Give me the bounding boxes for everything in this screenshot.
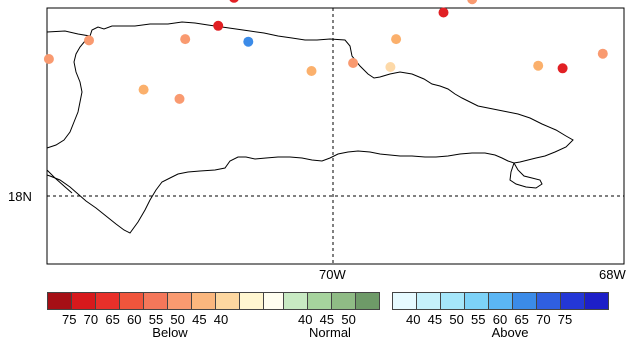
legend-swatch bbox=[536, 292, 561, 310]
legend-normal-swatches bbox=[283, 292, 380, 310]
station-marker bbox=[438, 7, 449, 18]
legend-swatch bbox=[392, 292, 417, 310]
station-marker bbox=[229, 0, 239, 3]
legend-above-swatches bbox=[392, 292, 609, 310]
station-marker bbox=[597, 48, 608, 59]
legend-swatch bbox=[416, 292, 441, 310]
station-marker bbox=[84, 35, 94, 46]
legend-swatch bbox=[307, 292, 332, 310]
legend-normal-ticks: 40 45 50 bbox=[298, 312, 356, 327]
station-marker bbox=[213, 20, 224, 31]
legend-swatch bbox=[215, 292, 240, 310]
legend-swatch bbox=[143, 292, 168, 310]
lat-label-18n: 18N bbox=[8, 189, 32, 204]
station-marker bbox=[306, 66, 317, 76]
legend-swatch bbox=[167, 292, 192, 310]
legend-swatch bbox=[584, 292, 609, 310]
station-marker bbox=[43, 54, 54, 64]
legend-swatch bbox=[464, 292, 489, 310]
legend-swatch bbox=[440, 292, 465, 310]
legend-swatch bbox=[95, 292, 120, 310]
legend-swatch bbox=[119, 292, 144, 310]
legend-swatch bbox=[331, 292, 356, 310]
legend-swatch bbox=[239, 292, 264, 310]
legend-below-label: Below bbox=[152, 325, 188, 340]
station-marker bbox=[243, 36, 254, 47]
legend-swatch bbox=[488, 292, 513, 310]
station-marker bbox=[138, 84, 149, 95]
stations-layer bbox=[43, 0, 608, 104]
station-marker bbox=[467, 0, 478, 5]
legend-above-label: Above bbox=[491, 325, 529, 340]
legend-swatch bbox=[355, 292, 380, 310]
station-marker bbox=[180, 34, 191, 45]
station-marker bbox=[557, 63, 568, 74]
legend-swatch bbox=[283, 292, 308, 310]
legend-swatch bbox=[512, 292, 537, 310]
station-marker bbox=[391, 34, 402, 45]
coastline bbox=[46, 21, 574, 234]
station-marker bbox=[385, 62, 396, 72]
legend-swatch bbox=[71, 292, 96, 310]
legend-above-ticks: 40 45 50 55 60 65 70 75 bbox=[406, 312, 573, 327]
legend-normal-label: Normal bbox=[309, 325, 351, 340]
legend-below-ticks: 75 70 65 60 55 50 45 40 bbox=[62, 312, 229, 327]
lon-label-68w: 68W bbox=[599, 267, 626, 282]
map-frame bbox=[46, 7, 625, 265]
station-marker bbox=[533, 60, 544, 71]
coastline-west-south bbox=[46, 169, 73, 194]
legend-swatch bbox=[47, 292, 72, 310]
station-marker bbox=[348, 58, 359, 68]
legend-swatch bbox=[191, 292, 216, 310]
lon-label-70w: 70W bbox=[319, 267, 346, 282]
legend-below-swatches bbox=[47, 292, 288, 310]
island-east bbox=[509, 162, 543, 189]
station-marker bbox=[174, 93, 185, 104]
legend-swatch bbox=[560, 292, 585, 310]
coastline-inner bbox=[46, 36, 91, 149]
